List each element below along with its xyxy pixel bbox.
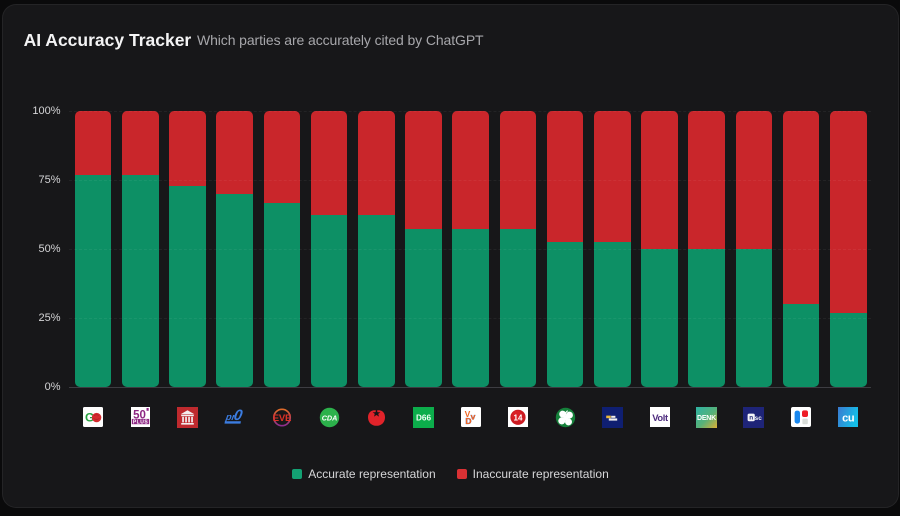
svg-text:Volt: Volt (652, 412, 668, 423)
svg-text:v: v (470, 412, 475, 422)
svg-text:sc: sc (755, 414, 763, 421)
svg-text:G: G (85, 411, 94, 425)
svg-text:0: 0 (232, 407, 244, 424)
svg-text:pr: pr (224, 412, 238, 423)
svg-text:V: V (464, 409, 470, 419)
svg-text:D66: D66 (416, 413, 431, 422)
svg-text:CDA: CDA (321, 413, 337, 422)
svg-text:DENK: DENK (697, 415, 716, 422)
svg-text:14: 14 (513, 413, 522, 422)
svg-text:PLUS: PLUS (133, 419, 149, 425)
svg-text:EVE: EVE (273, 413, 291, 424)
svg-text:cu: cu (842, 413, 854, 425)
svg-text:D: D (465, 416, 471, 426)
svg-text:n: n (750, 414, 754, 421)
svg-text:50: 50 (133, 409, 146, 421)
